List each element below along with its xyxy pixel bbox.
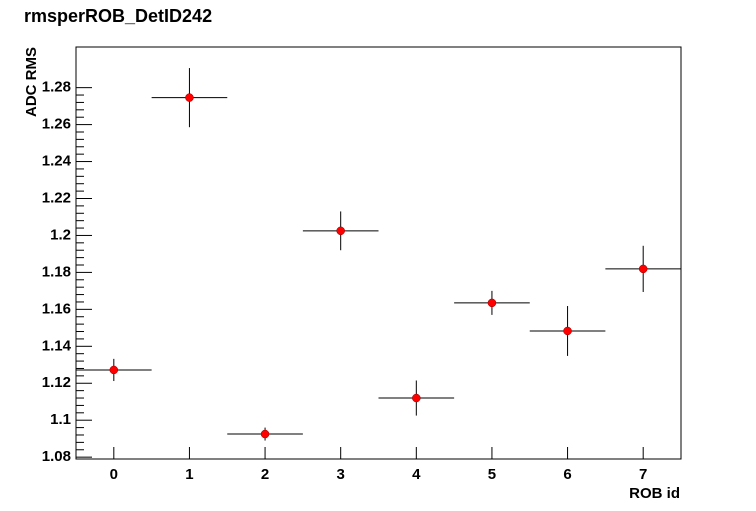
y-tick-label: 1.2: [50, 226, 71, 243]
point: [260, 429, 270, 439]
x-tick-label: 6: [563, 466, 571, 483]
point: [563, 326, 572, 336]
y-tick-label: 1.16: [42, 300, 71, 317]
x-tick-label: 5: [488, 466, 496, 483]
y-axis-label: ADC RMS: [23, 47, 40, 117]
y-tick-label: 1.18: [42, 263, 71, 280]
x-tick-label: 3: [337, 466, 345, 483]
point: [109, 365, 119, 375]
chart-title: rmsperROB_DetID242: [24, 6, 212, 26]
y-tick-label: 1.1: [50, 411, 71, 428]
point: [412, 393, 421, 403]
x-tick-label: 7: [639, 466, 647, 483]
y-tick-label: 1.08: [42, 448, 71, 465]
plot-frame: [75, 46, 682, 460]
y-tick-label: 1.26: [42, 116, 71, 133]
y-tick-label: 1.22: [42, 189, 71, 206]
y-tick-label: 1.24: [42, 153, 72, 170]
x-tick-label: 2: [261, 466, 269, 483]
y-tick-label: 1.14: [42, 337, 72, 354]
point: [336, 226, 345, 236]
x-tick-label: 0: [110, 466, 118, 483]
point: [185, 93, 194, 102]
point: [487, 298, 497, 308]
point: [638, 264, 648, 274]
y-tick-label: 1.28: [42, 79, 71, 96]
x-axis-label: ROB id: [629, 485, 680, 502]
y-tick-label: 1.12: [42, 374, 71, 391]
x-tick-label: 1: [185, 466, 193, 483]
x-tick-label: 4: [412, 466, 421, 483]
